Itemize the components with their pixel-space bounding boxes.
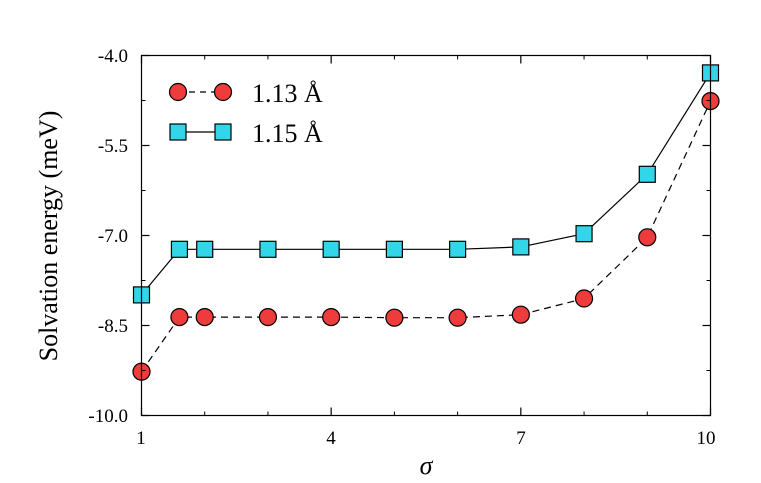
- x-tick-label-1: 4: [326, 428, 336, 449]
- legend-marker-1-15-right: [214, 123, 232, 141]
- series-0-point-3: [258, 308, 278, 327]
- legend-marker-1-13-left: [168, 82, 188, 102]
- series-0-point-6: [448, 308, 467, 327]
- series-1-point-7: [512, 238, 530, 256]
- y-tick-label-4: -10.0: [88, 406, 128, 427]
- series-0-point-8: [574, 289, 594, 308]
- plot-frame: [140, 54, 712, 417]
- series-1-point-1: [170, 240, 189, 258]
- series-1-point-8: [575, 225, 593, 243]
- series-0-point-2: [195, 308, 214, 327]
- series-1-point-3: [259, 240, 277, 258]
- series-1-point-4: [322, 240, 340, 258]
- series-1-point-5: [385, 240, 403, 258]
- y-tick-label-2: -7.0: [98, 226, 128, 247]
- series-0-point-9: [638, 228, 657, 247]
- series-1-point-9: [638, 165, 656, 183]
- legend: 1.13 Å 1.15 Å: [168, 79, 323, 148]
- x-tick-label-0: 1: [136, 428, 146, 449]
- series-1-point-2: [196, 240, 214, 258]
- axis-ticks: [140, 54, 712, 417]
- series-0-point-1: [170, 308, 189, 327]
- y-tick-label-1: -5.5: [98, 136, 128, 157]
- y-axis-title: Solvation energy (meV): [34, 111, 63, 362]
- legend-marker-1-13-right: [213, 82, 233, 102]
- legend-marker-1-15-left: [169, 123, 187, 141]
- series-0-point-4: [322, 308, 341, 327]
- legend-label-1-13: 1.13 Å: [252, 79, 323, 108]
- x-tick-label-2: 7: [516, 428, 526, 449]
- x-tick-label-3: 10: [697, 428, 716, 449]
- y-tick-label-3: -8.5: [98, 316, 128, 337]
- legend-label-1-15: 1.15 Å: [252, 119, 323, 148]
- x-axis-title: σ: [420, 451, 434, 480]
- series-line-1: [141, 72, 712, 296]
- series-1-point-6: [449, 240, 467, 258]
- y-tick-label-0: -4.0: [98, 46, 128, 67]
- series-0-point-7: [511, 305, 530, 324]
- plot-marks: [132, 64, 720, 381]
- series-0-point-5: [385, 308, 404, 327]
- series-line-0: [141, 100, 712, 373]
